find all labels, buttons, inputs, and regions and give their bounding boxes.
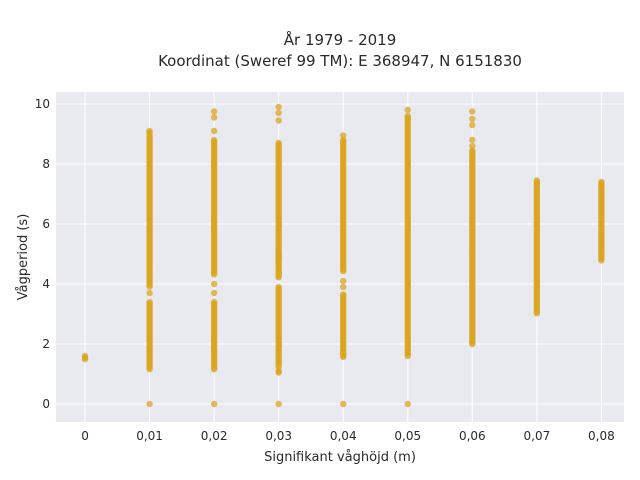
chart-title-line-1: År 1979 - 2019 bbox=[284, 30, 397, 49]
x-tick-label: 0,03 bbox=[265, 429, 292, 443]
x-tick-label: 0,04 bbox=[330, 429, 357, 443]
data-point bbox=[340, 268, 347, 275]
data-point bbox=[469, 136, 476, 144]
data-point bbox=[275, 109, 282, 117]
data-point bbox=[340, 283, 347, 291]
y-tick-label: 2 bbox=[42, 337, 50, 351]
data-point bbox=[210, 114, 218, 121]
data-point bbox=[275, 117, 282, 124]
data-point bbox=[210, 271, 218, 278]
data-point bbox=[275, 274, 282, 281]
data-point bbox=[340, 277, 347, 285]
data-point bbox=[598, 257, 605, 264]
y-tick-label: 6 bbox=[42, 217, 50, 231]
data-point bbox=[469, 340, 476, 348]
chart-title-line-2: Koordinat (Sweref 99 TM): E 368947, N 61… bbox=[158, 52, 522, 70]
data-point bbox=[210, 289, 218, 297]
x-tick-label: 0,07 bbox=[524, 429, 551, 443]
data-point bbox=[469, 108, 476, 115]
data-point bbox=[275, 369, 282, 376]
data-point bbox=[210, 400, 218, 408]
data-point bbox=[469, 121, 476, 129]
data-point bbox=[340, 132, 347, 139]
data-point bbox=[146, 263, 153, 271]
x-tick-label: 0 bbox=[81, 429, 89, 443]
data-point bbox=[404, 400, 411, 408]
x-tick-label: 0,05 bbox=[394, 429, 421, 443]
x-tick-label: 0,01 bbox=[136, 429, 163, 443]
y-tick-label: 8 bbox=[42, 157, 50, 171]
data-point bbox=[404, 106, 411, 114]
data-point bbox=[146, 283, 153, 290]
y-tick-label: 10 bbox=[35, 97, 50, 111]
data-points bbox=[81, 103, 605, 408]
data-point bbox=[340, 353, 347, 361]
x-tick-label: 0,02 bbox=[201, 429, 228, 443]
x-tick-label: 0,08 bbox=[588, 429, 615, 443]
y-tick-label: 4 bbox=[42, 277, 50, 291]
data-point bbox=[404, 352, 411, 360]
y-tick-labels: 0 2 4 6 8 10 bbox=[35, 97, 50, 411]
data-point bbox=[146, 366, 153, 373]
data-point bbox=[81, 356, 89, 363]
data-point bbox=[275, 268, 282, 276]
data-point bbox=[469, 115, 476, 123]
x-tick-labels: 0 0,01 0,02 0,03 0,04 0,05 0,06 0,07 0,08 bbox=[81, 429, 615, 443]
data-point bbox=[210, 108, 218, 115]
data-point bbox=[275, 250, 282, 258]
data-point bbox=[146, 289, 153, 297]
data-point bbox=[275, 103, 282, 111]
data-point bbox=[340, 400, 347, 408]
x-axis-label: Signifikant våghöjd (m) bbox=[264, 450, 416, 465]
data-point bbox=[469, 142, 476, 150]
data-point bbox=[275, 400, 282, 408]
data-point bbox=[146, 400, 153, 408]
data-point bbox=[210, 366, 218, 373]
x-tick-label: 0,06 bbox=[459, 429, 486, 443]
data-point bbox=[533, 310, 541, 317]
y-tick-label: 0 bbox=[42, 397, 50, 411]
data-point bbox=[210, 127, 218, 135]
data-point bbox=[210, 280, 218, 288]
y-axis-label: Vågperiod (s) bbox=[16, 214, 31, 301]
